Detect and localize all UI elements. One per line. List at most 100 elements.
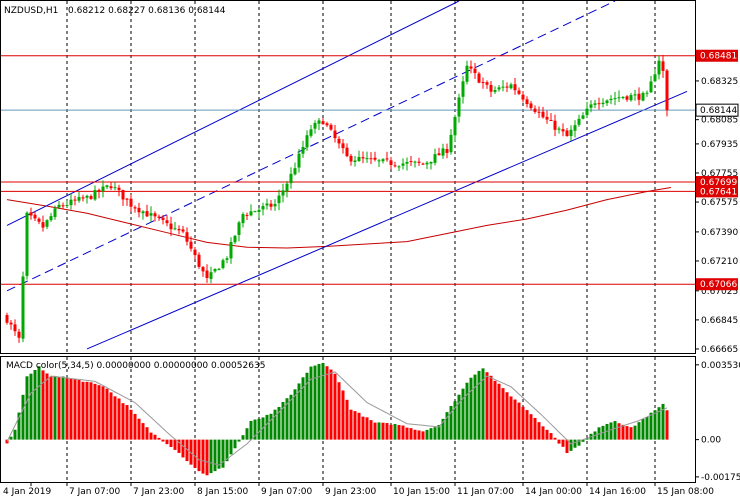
- macd-bar-up: [573, 439, 577, 448]
- candle-bull: [77, 197, 81, 201]
- candle-bull: [105, 185, 109, 188]
- candle-bear: [161, 217, 165, 220]
- macd-bar-down: [385, 423, 389, 440]
- candle-bull: [573, 125, 577, 131]
- x-tick-label: 14 Jan 16:00: [589, 487, 646, 497]
- macd-bar-down: [133, 413, 137, 440]
- candle-bear: [597, 103, 601, 105]
- candle-bull: [237, 222, 241, 235]
- macd-bar-up: [209, 439, 213, 474]
- macd-bar-down: [165, 439, 169, 445]
- macd-bar-up: [305, 372, 309, 440]
- level-tag-label: 0.67699: [700, 178, 737, 188]
- macd-bar-up: [277, 407, 281, 440]
- level-tag-label: 0.67066: [700, 280, 737, 290]
- candle-bull: [641, 92, 645, 101]
- macd-bar-up: [237, 439, 241, 442]
- candle-bull: [25, 212, 29, 276]
- macd-bar-up: [477, 370, 481, 440]
- x-tick-label: 4 Jan 2019: [3, 487, 51, 497]
- channel-line-solid: [6, 1, 460, 226]
- macd-bar-down: [329, 369, 333, 440]
- candle-bull: [461, 81, 465, 97]
- macd-bar-down: [493, 380, 497, 440]
- candle-bear: [129, 198, 133, 207]
- candle-bull: [297, 153, 301, 168]
- macd-bar-up: [213, 439, 217, 472]
- y-tick-label: 0.67390: [701, 228, 738, 238]
- macd-bar-down: [545, 429, 549, 440]
- candle-bear: [157, 216, 161, 218]
- candle-bull: [209, 272, 213, 279]
- candle-bull: [449, 134, 453, 153]
- y-tick-label: -0.001759: [701, 473, 740, 483]
- candle-bull: [317, 120, 321, 124]
- candle-bear: [505, 86, 509, 88]
- candle-bull: [213, 269, 217, 272]
- macd-bar-up: [429, 428, 433, 440]
- macd-bar-up: [249, 420, 253, 440]
- y-tick-label: 0.68325: [701, 77, 738, 87]
- candle-bear: [197, 254, 201, 267]
- macd-bar-up: [221, 439, 225, 468]
- candle-bear: [513, 84, 517, 91]
- macd-bar-up: [653, 410, 657, 440]
- candle-bear: [637, 93, 641, 100]
- macd-bar-down: [521, 406, 525, 440]
- macd-bar-down: [197, 439, 201, 472]
- x-tick-label: 10 Jan 15:00: [393, 487, 450, 497]
- candle-bull: [465, 65, 469, 82]
- candle-bull: [649, 81, 653, 93]
- macd-bar-down: [337, 382, 341, 440]
- candle-bull: [589, 104, 593, 108]
- macd-bar-up: [225, 439, 229, 462]
- macd-bar-down: [557, 439, 561, 444]
- macd-bar-up: [377, 422, 381, 440]
- macd-bar-up: [645, 416, 649, 440]
- candle-bear: [181, 229, 185, 232]
- macd-bar-down: [397, 425, 401, 440]
- macd-bar-down: [137, 418, 141, 440]
- candle-bull: [441, 148, 445, 156]
- macd-bar-down: [77, 380, 81, 440]
- macd-bar-down: [173, 439, 177, 450]
- macd-bar-down: [89, 382, 93, 440]
- candle-bear: [553, 120, 557, 130]
- macd-bar-up: [241, 435, 245, 440]
- macd-bar-down: [161, 439, 165, 442]
- candle-bull: [53, 208, 57, 217]
- candle-bull: [221, 260, 225, 268]
- macd-bar-up: [605, 423, 609, 440]
- macd-bar-down: [201, 439, 205, 474]
- macd-bar-down: [185, 439, 189, 462]
- candle-bear: [537, 111, 541, 113]
- macd-bar-up: [465, 382, 469, 440]
- current-price-tag: [695, 103, 739, 117]
- macd-bar-down: [485, 372, 489, 440]
- candle-bull: [657, 60, 661, 75]
- candle-bear: [81, 197, 85, 199]
- candle-bear: [473, 68, 477, 73]
- candle-bear: [341, 143, 345, 149]
- macd-bar-down: [345, 399, 349, 440]
- macd-bar-up: [293, 389, 297, 440]
- y-tick-label: 0.00: [701, 436, 721, 446]
- macd-bar-down: [357, 412, 361, 440]
- candle-bear: [33, 214, 37, 219]
- level-tag: [696, 176, 738, 189]
- candle-bull: [113, 187, 117, 189]
- macd-bar-down: [489, 375, 493, 440]
- channel-line-solid: [86, 90, 688, 350]
- candle-bear: [325, 123, 329, 126]
- horizontal-levels: [1, 55, 695, 285]
- macd-bar-down: [565, 439, 569, 454]
- level-tag: [696, 49, 738, 62]
- macd-bar-down: [117, 398, 121, 440]
- macd-bar-down: [125, 405, 129, 440]
- macd-bar-down: [533, 417, 537, 440]
- macd-bar-down: [145, 427, 149, 440]
- macd-bar-down: [149, 432, 153, 440]
- macd-bar-down: [389, 424, 393, 440]
